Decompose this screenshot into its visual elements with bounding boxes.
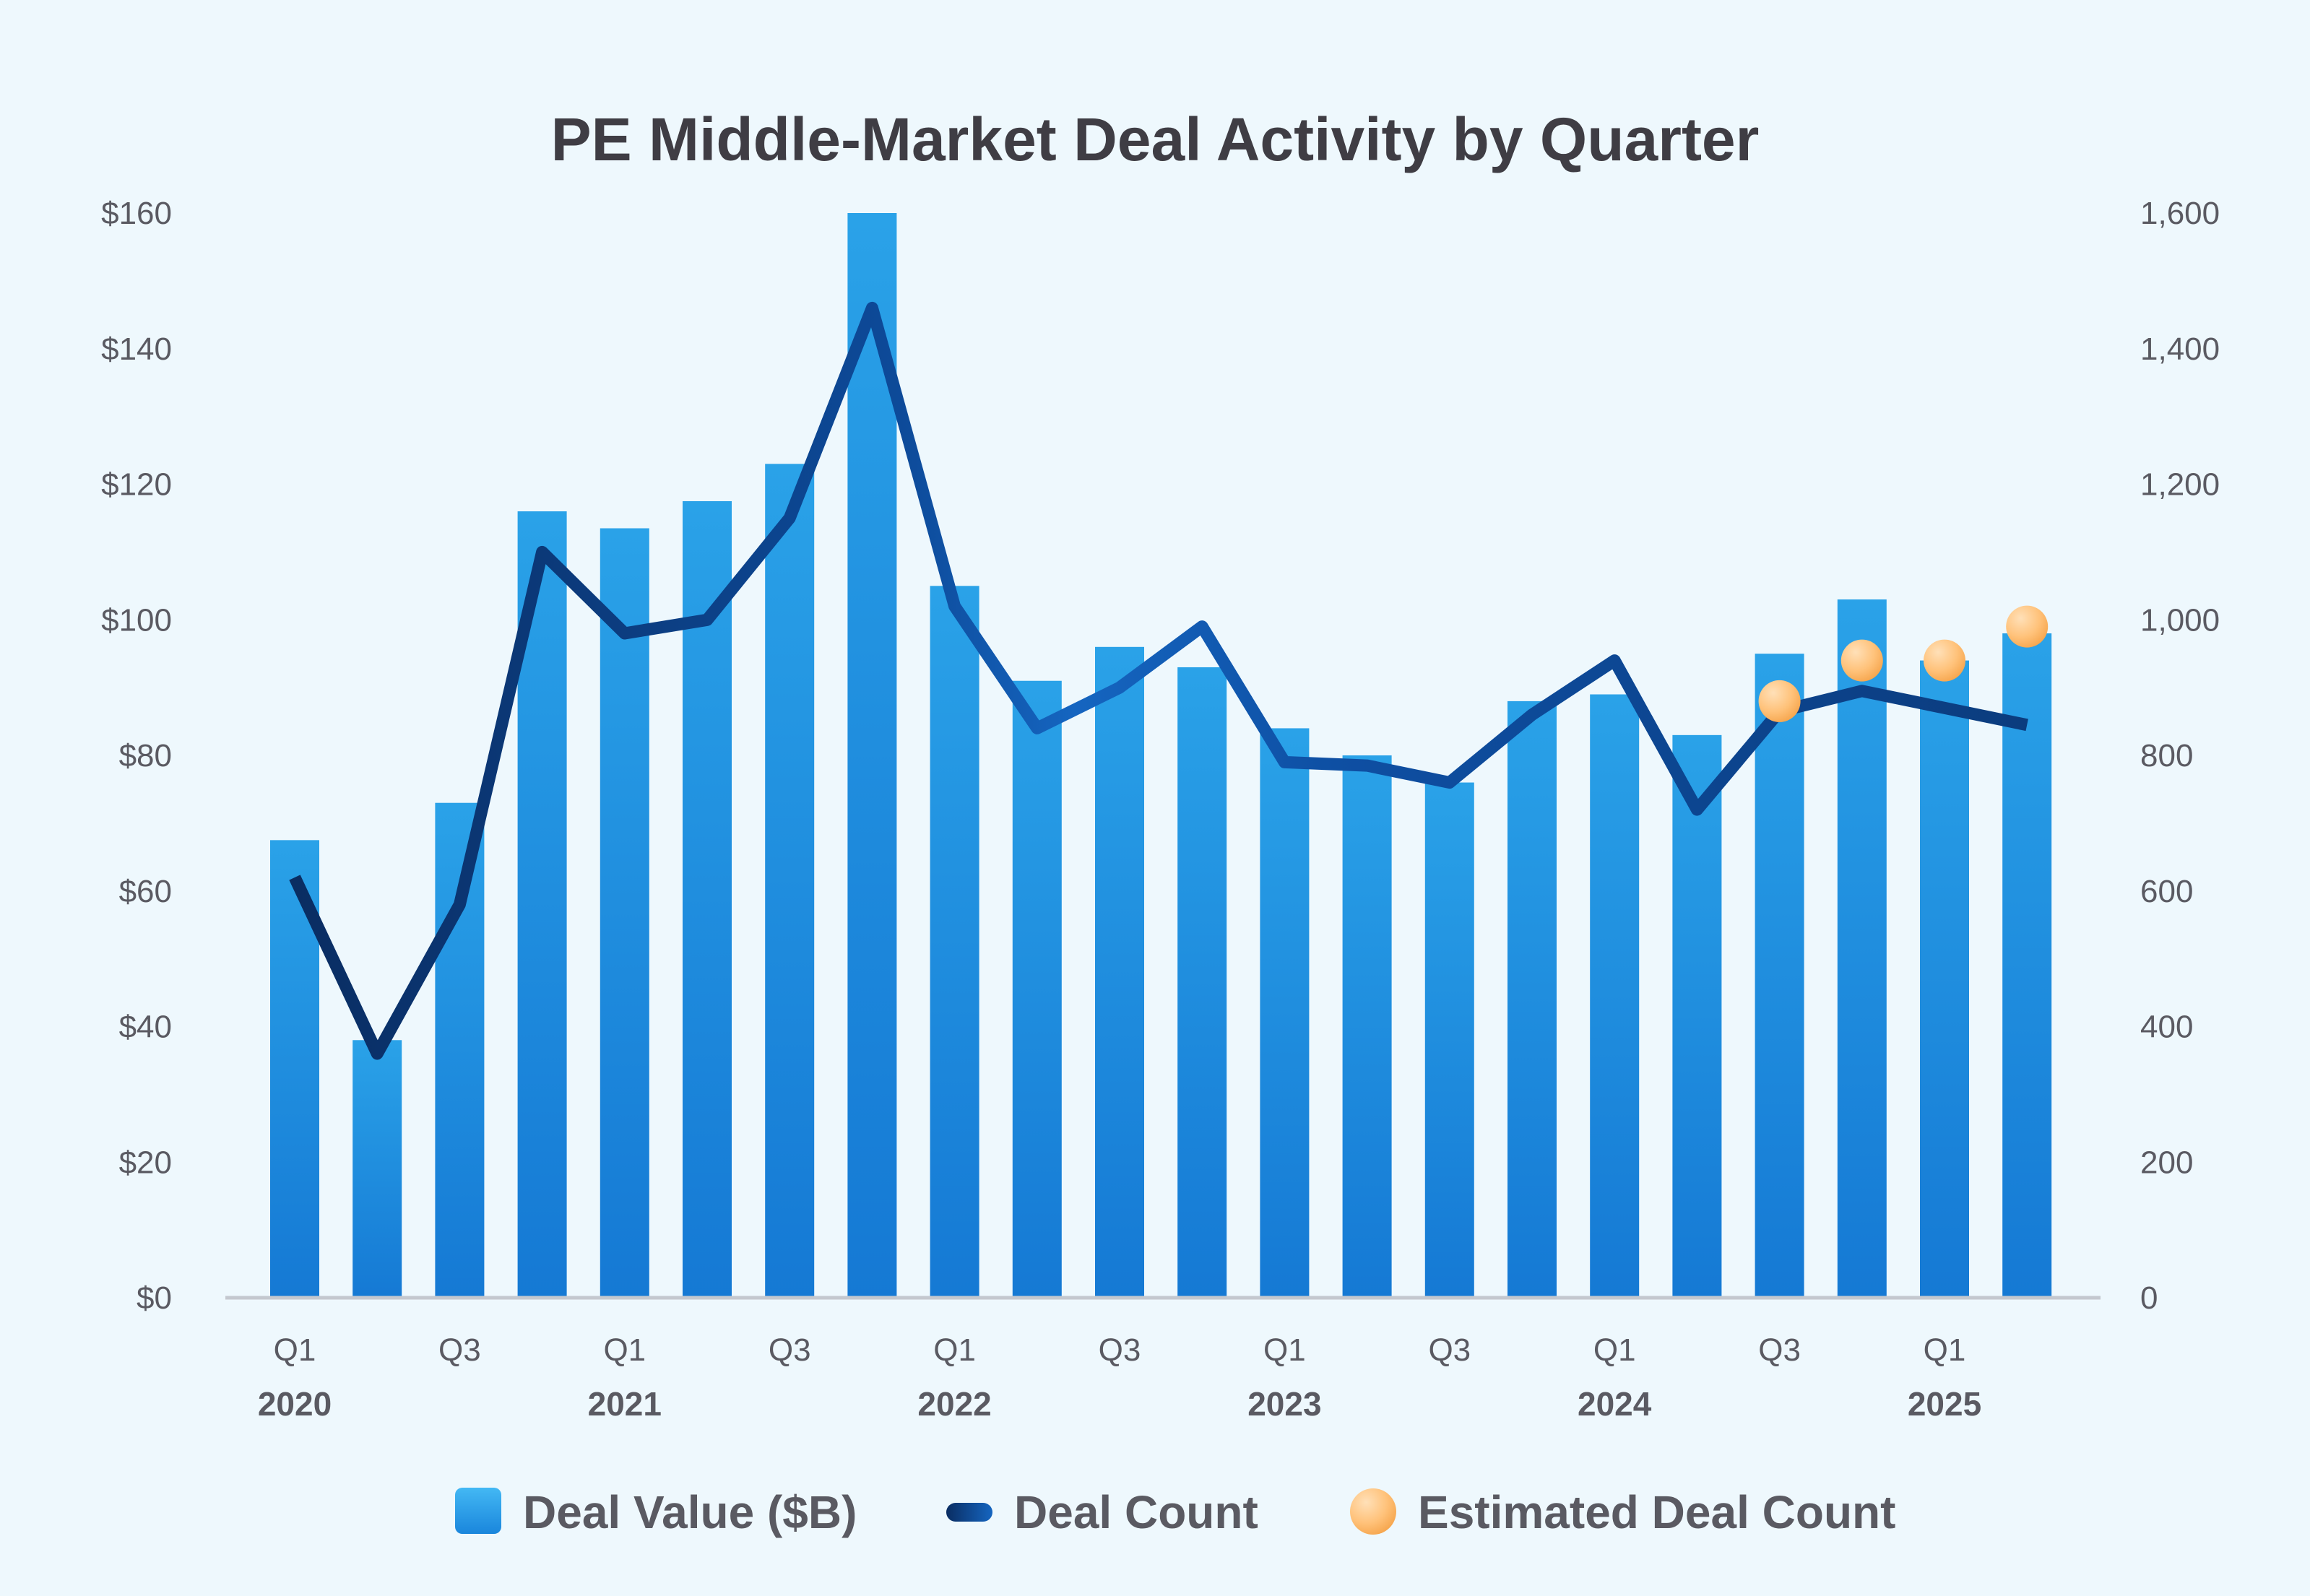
right-tick-label: 0 (2140, 1280, 2158, 1316)
right-y-axis: 0 200 400 600 800 1,000 1,200 1,400 1,600 (2140, 196, 2220, 1316)
x-tick-quarter: Q3 (1758, 1332, 1801, 1368)
deal-value-bar (1755, 654, 1804, 1298)
right-tick-label: 1,200 (2140, 467, 2220, 503)
x-tick-quarter: Q1 (274, 1332, 316, 1368)
left-y-axis: $0 $20 $40 $60 $80 $100 $120 $140 $160 (101, 196, 172, 1316)
deal-count-line (289, 301, 2028, 1060)
estimated-deal-count-points (1758, 605, 2049, 722)
deal-value-bar (1590, 694, 1640, 1298)
deal-value-bar (600, 528, 649, 1298)
deal-value-bar (1837, 599, 1887, 1298)
deal-value-bar (1012, 680, 1062, 1298)
deal-value-bar (1920, 660, 1969, 1298)
legend: Deal Value ($B) Deal Count Estimated Deal … (455, 1486, 1895, 1538)
left-tick-label: $160 (101, 196, 172, 231)
left-tick-label: $40 (119, 1010, 172, 1045)
estimated-deal-count-point (2006, 605, 2049, 648)
deal-value-bar (847, 213, 897, 1298)
deal-value-bar (765, 464, 815, 1298)
estimated-deal-count-point (1924, 639, 1965, 682)
right-tick-label: 1,600 (2140, 196, 2220, 231)
left-tick-label: $20 (119, 1145, 172, 1180)
right-tick-label: 400 (2140, 1010, 2193, 1045)
x-tick-year: 2023 (1247, 1385, 1321, 1423)
deal-value-bar (1260, 728, 1310, 1298)
x-axis-labels: Q1 2020 Q3 Q1 2021 Q3 Q1 2022 Q3 Q1 2023 Q3 Q1 2024 Q3… (258, 1332, 1981, 1423)
x-tick-quarter: Q1 (1593, 1332, 1636, 1368)
deal-count-series-line (289, 301, 2028, 1060)
x-tick-quarter: Q3 (1099, 1332, 1141, 1368)
chart-title: PE Middle-Market Deal Activity by Quarte… (551, 105, 1760, 173)
deal-value-bar (1095, 646, 1144, 1298)
x-tick-quarter: Q1 (603, 1332, 646, 1368)
legend-swatch-deal-value (455, 1488, 501, 1534)
deal-value-bar (435, 802, 485, 1298)
x-tick-year: 2024 (1578, 1385, 1652, 1423)
x-tick-year: 2025 (1908, 1385, 1981, 1423)
left-tick-label: $0 (137, 1280, 172, 1316)
legend-label-estimated: Estimated Deal Count (1418, 1486, 1895, 1538)
deal-value-bar (683, 500, 732, 1298)
right-tick-label: 600 (2140, 874, 2193, 909)
x-tick-year: 2020 (258, 1385, 332, 1423)
deal-value-bar (352, 1040, 402, 1298)
deal-value-bar (2002, 633, 2052, 1298)
x-tick-quarter: Q1 (1263, 1332, 1306, 1368)
deal-value-bar (1507, 701, 1557, 1298)
legend-swatch-deal-count (946, 1503, 992, 1522)
deal-value-bars (270, 213, 2052, 1298)
x-tick-year: 2022 (917, 1385, 991, 1423)
x-tick-quarter: Q1 (933, 1332, 976, 1368)
legend-swatch-estimated (1350, 1488, 1396, 1535)
left-tick-label: $60 (119, 874, 172, 909)
x-tick-quarter: Q3 (1428, 1332, 1471, 1368)
legend-label-deal-value: Deal Value ($B) (523, 1486, 857, 1538)
deal-value-bar (1672, 734, 1722, 1298)
left-tick-label: $140 (101, 331, 172, 367)
deal-value-bar (1342, 755, 1392, 1298)
x-tick-quarter: Q3 (438, 1332, 481, 1368)
left-tick-label: $80 (119, 738, 172, 773)
x-tick-quarter: Q3 (769, 1332, 811, 1368)
deal-value-bar (1424, 782, 1474, 1298)
x-tick-year: 2021 (588, 1385, 662, 1423)
right-tick-label: 800 (2140, 738, 2193, 773)
deal-value-bar (1177, 667, 1227, 1298)
left-tick-label: $100 (101, 602, 172, 638)
deal-value-bar (930, 586, 979, 1298)
estimated-deal-count-point (1840, 639, 1883, 682)
right-tick-label: 1,000 (2140, 602, 2220, 638)
x-tick-quarter: Q1 (1924, 1332, 1966, 1368)
left-tick-label: $120 (101, 467, 172, 503)
right-tick-label: 1,400 (2140, 331, 2220, 367)
legend-label-deal-count: Deal Count (1014, 1486, 1258, 1538)
right-tick-label: 200 (2140, 1145, 2193, 1180)
estimated-deal-count-point (1758, 680, 1801, 722)
